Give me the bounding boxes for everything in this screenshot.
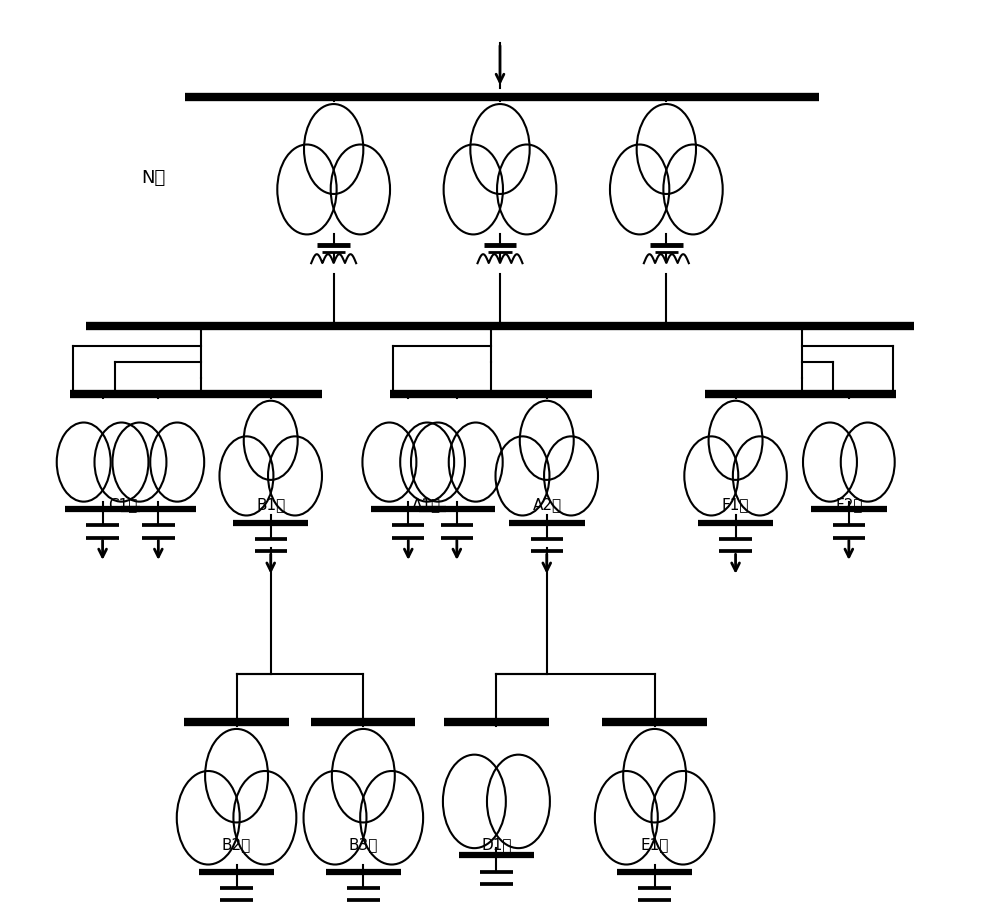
Text: N站: N站 xyxy=(142,169,166,187)
Text: E1站: E1站 xyxy=(640,837,669,852)
Text: F1站: F1站 xyxy=(722,497,749,512)
Text: A1站: A1站 xyxy=(412,497,441,512)
Text: B3站: B3站 xyxy=(349,837,378,852)
Text: B2站: B2站 xyxy=(222,837,251,852)
Text: F2站: F2站 xyxy=(835,497,863,512)
Text: C1站: C1站 xyxy=(108,497,137,512)
Text: A2站: A2站 xyxy=(533,497,562,512)
Text: D1站: D1站 xyxy=(481,837,512,852)
Text: B1站: B1站 xyxy=(256,497,285,512)
